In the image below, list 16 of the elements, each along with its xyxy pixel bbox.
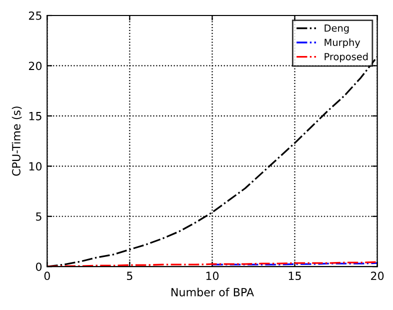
y-tick-label: 10 <box>29 162 42 171</box>
x-axis-title: Number of BPA <box>172 288 254 296</box>
x-tick-label: 5 <box>127 272 132 280</box>
x-tick-label: 20 <box>371 272 384 280</box>
x-tick-label: 10 <box>206 272 219 280</box>
y-tick-label: 0 <box>36 262 42 271</box>
y-tick-label: 5 <box>36 212 42 221</box>
legend-label: Murphy <box>324 38 360 48</box>
y-axis-title: CPU-Time (s) <box>12 106 22 176</box>
x-tick-label: 15 <box>288 272 301 280</box>
y-tick-label: 15 <box>29 112 42 120</box>
legend-label: Deng <box>324 24 349 34</box>
x-tick-label: 0 <box>44 272 50 280</box>
y-tick-label: 25 <box>28 11 42 20</box>
y-tick-label: 20 <box>28 62 42 70</box>
legend-label: Proposed <box>324 52 368 62</box>
